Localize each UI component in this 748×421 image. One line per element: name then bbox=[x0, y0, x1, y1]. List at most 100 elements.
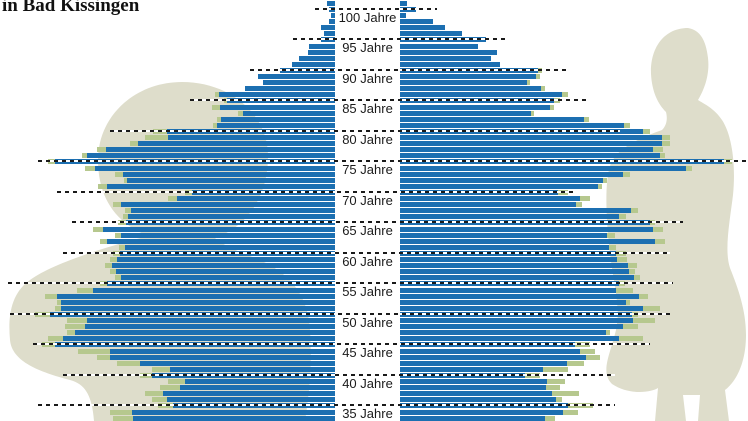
pyramid-bar-right bbox=[400, 13, 406, 18]
pyramid-bar-right bbox=[400, 226, 663, 232]
bar-cap-green bbox=[624, 122, 630, 128]
pyramid-bar-left bbox=[67, 318, 335, 323]
pyramid-bar-right bbox=[400, 202, 582, 208]
pyramid-bar-right bbox=[400, 415, 555, 421]
chart-title: in Bad Kissingen bbox=[2, 0, 140, 16]
age-label: 95 Jahre bbox=[342, 40, 393, 55]
pyramid-bar-right bbox=[400, 183, 602, 189]
pyramid-bar-left bbox=[110, 409, 335, 415]
pyramid-bar-right bbox=[400, 196, 590, 201]
age-label: 70 Jahre bbox=[342, 192, 393, 208]
pyramid-bar-left bbox=[327, 0, 335, 6]
bar-cap-green bbox=[623, 171, 630, 177]
pyramid-bar-right bbox=[400, 275, 640, 281]
bar-cap-green bbox=[82, 153, 87, 159]
bar-cap-green bbox=[123, 214, 128, 220]
age-gridline bbox=[63, 251, 670, 254]
bar-cap-green bbox=[546, 385, 560, 391]
pyramid-bar-right bbox=[400, 31, 462, 37]
pyramid-bar-left bbox=[113, 415, 335, 421]
pyramid-bar-right bbox=[400, 171, 630, 177]
bar-cap-green bbox=[168, 196, 177, 201]
pyramid-bar-left bbox=[119, 244, 335, 250]
pyramid-bar-left bbox=[45, 293, 335, 299]
bar-cap-green bbox=[160, 385, 180, 391]
bar-cap-green bbox=[586, 354, 600, 360]
age-gridline bbox=[33, 343, 650, 345]
bar-cap-green bbox=[619, 214, 626, 220]
age-label: 60 Jahre bbox=[342, 253, 393, 269]
pyramid-bar-right bbox=[400, 74, 540, 79]
bar-cap-green bbox=[629, 269, 635, 275]
bar-cap-green bbox=[55, 305, 61, 311]
bar-cap-green bbox=[603, 177, 607, 183]
bar-cap-green bbox=[616, 287, 633, 293]
pyramid-bar-left bbox=[168, 379, 335, 384]
bar-cap-green bbox=[580, 196, 590, 201]
bar-cap-green bbox=[93, 226, 103, 232]
pyramid-bar-right bbox=[400, 257, 627, 262]
pyramid-bar-left bbox=[292, 61, 335, 67]
bar-cap-green bbox=[643, 128, 650, 134]
pyramid-bar-left bbox=[160, 385, 335, 391]
bar-cap-green bbox=[653, 147, 663, 153]
pyramid-bar-left bbox=[329, 19, 335, 25]
bar-cap-green bbox=[48, 336, 63, 342]
bar-cap-green bbox=[125, 208, 131, 214]
age-gridline bbox=[8, 282, 673, 284]
pyramid-bar-right bbox=[400, 116, 589, 122]
bar-cap-green bbox=[100, 238, 107, 244]
bar-cap-green bbox=[97, 147, 106, 153]
pyramid-bar-right bbox=[400, 141, 670, 147]
bar-cap-green bbox=[110, 269, 116, 275]
pyramid-bar-left bbox=[130, 141, 335, 147]
pyramid-bar-left bbox=[212, 104, 335, 110]
bar-cap-green bbox=[536, 74, 540, 79]
bar-cap-green bbox=[145, 391, 163, 397]
age-gridline bbox=[250, 68, 570, 71]
pyramid-bar-left bbox=[115, 275, 335, 281]
pyramid-bar-left bbox=[105, 263, 335, 269]
bar-cap-green bbox=[527, 80, 530, 86]
pyramid-bar-left bbox=[308, 49, 335, 55]
pyramid-bar-left bbox=[258, 74, 335, 79]
pyramid-bar-right bbox=[400, 397, 562, 403]
pyramid-bar-right bbox=[400, 238, 665, 244]
bar-cap-green bbox=[67, 330, 75, 336]
pyramid-bar-left bbox=[115, 232, 335, 238]
pyramid-bar-right bbox=[400, 165, 692, 171]
bar-cap-green bbox=[606, 330, 610, 336]
pyramid-bar-right bbox=[400, 214, 626, 220]
bar-cap-green bbox=[78, 348, 110, 354]
pyramid-bar-left bbox=[215, 92, 335, 98]
bar-cap-green bbox=[580, 348, 595, 354]
bar-cap-green bbox=[576, 202, 582, 208]
age-label: 90 Jahre bbox=[342, 70, 393, 86]
pyramid-bar-right bbox=[400, 287, 633, 293]
pyramid-bar-right bbox=[400, 110, 534, 116]
age-label: 45 Jahre bbox=[342, 345, 393, 360]
bar-cap-green bbox=[115, 275, 121, 281]
bar-cap-green bbox=[215, 92, 219, 98]
bar-cap-green bbox=[567, 360, 584, 366]
bar-cap-green bbox=[168, 379, 185, 384]
pyramid-bar-right bbox=[400, 25, 445, 31]
pyramid-bar-left bbox=[97, 147, 335, 153]
pyramid-bar-right bbox=[400, 409, 578, 415]
pyramid-bar-left bbox=[57, 299, 335, 305]
bar-cap-green bbox=[552, 391, 579, 397]
bar-cap-green bbox=[124, 177, 127, 183]
bar-cap-green bbox=[662, 141, 670, 147]
pyramid-bar-right bbox=[400, 391, 579, 397]
bar-cap-green bbox=[626, 299, 630, 305]
pyramid-bar-right bbox=[400, 86, 545, 92]
pyramid-bar-left bbox=[67, 330, 335, 336]
bar-cap-green bbox=[623, 324, 638, 330]
pyramid-bar-left bbox=[110, 269, 335, 275]
bar-cap-green bbox=[113, 202, 121, 208]
bar-cap-green bbox=[547, 379, 565, 384]
pyramid-bar-right bbox=[400, 232, 615, 238]
pyramid-bar-left bbox=[152, 397, 335, 403]
